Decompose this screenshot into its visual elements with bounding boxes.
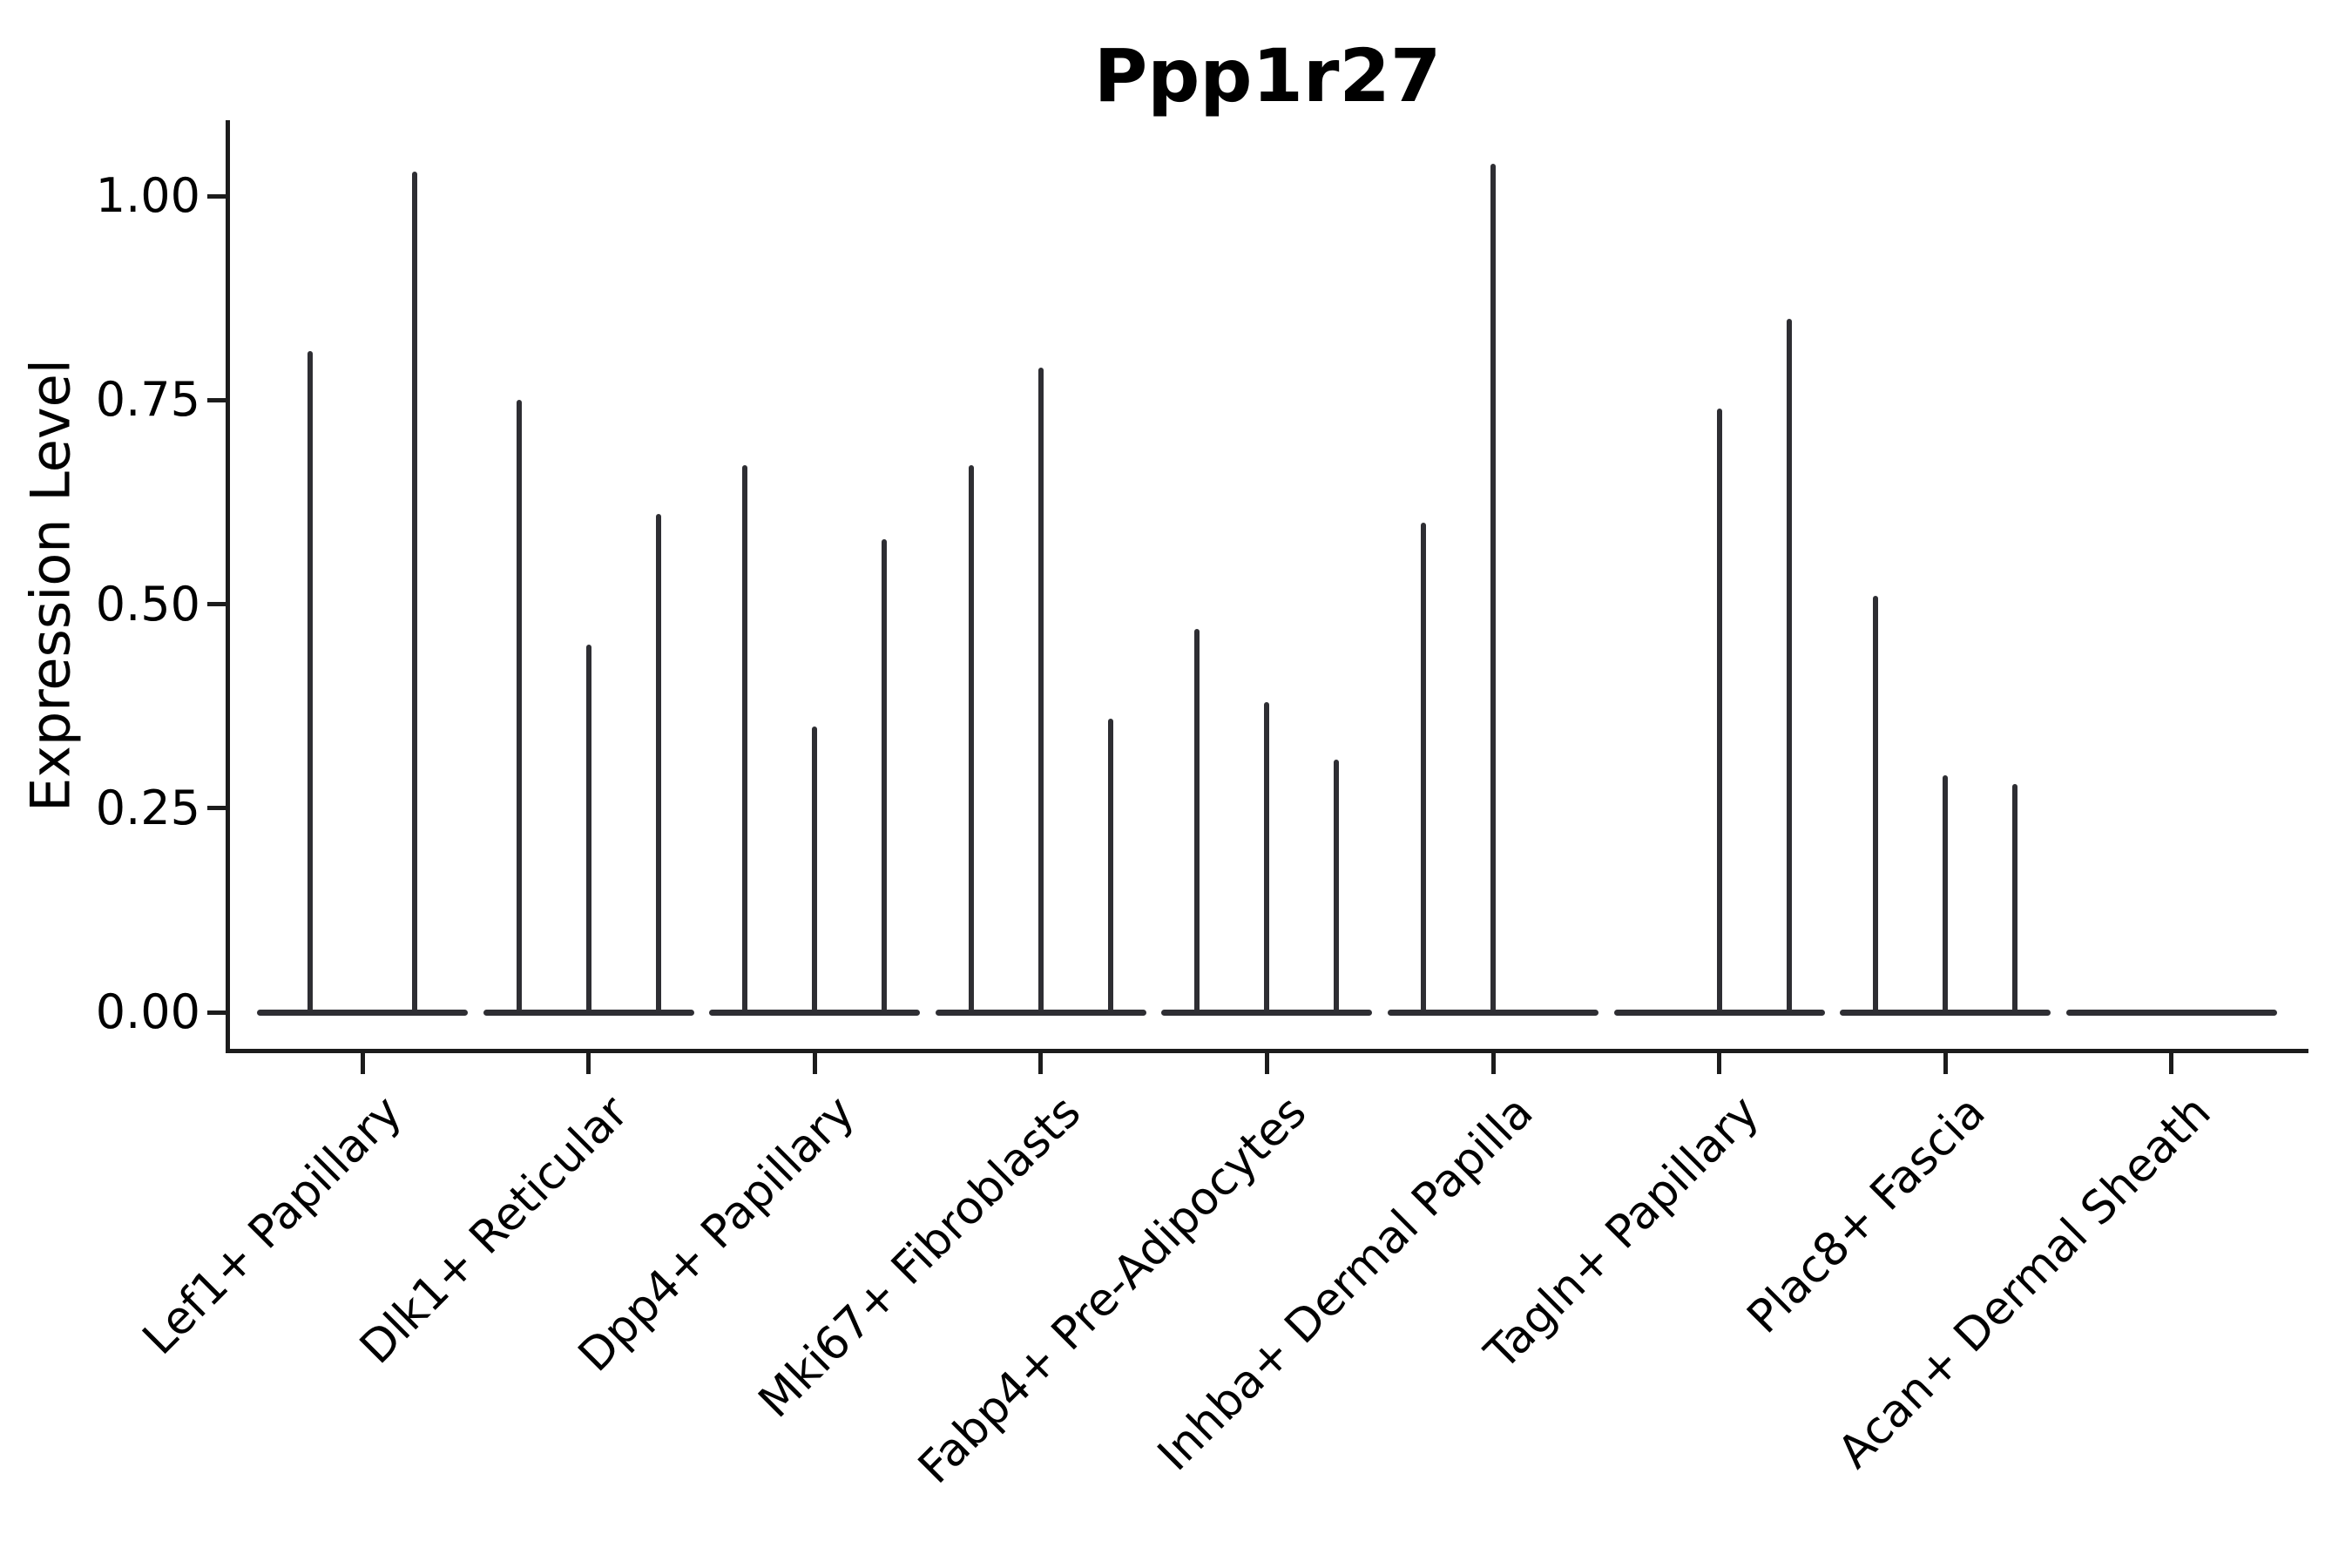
violin-spike xyxy=(1421,522,1426,1015)
violin-spike xyxy=(882,538,888,1015)
x-tick xyxy=(1717,1053,1722,1074)
violin-spike xyxy=(2012,783,2018,1015)
violin-spike xyxy=(655,514,661,1015)
chart-title: Ppp1r27 xyxy=(1093,33,1442,118)
y-tick xyxy=(207,193,226,199)
violin-spike xyxy=(308,351,313,1015)
violin-spike xyxy=(1194,628,1200,1015)
violin-spike xyxy=(812,727,818,1015)
x-tick-label: Fabp4+ Pre-Adipocytes xyxy=(909,1085,1317,1494)
y-tick-label: 0.50 xyxy=(95,576,200,632)
violin-spike xyxy=(1264,701,1270,1015)
violin-spike xyxy=(1107,718,1113,1015)
y-tick-label: 0.25 xyxy=(95,780,200,835)
violin-spike xyxy=(1334,759,1340,1015)
left-spine xyxy=(226,120,230,1053)
x-tick xyxy=(1943,1053,1948,1074)
bottom-spine xyxy=(226,1049,2308,1053)
x-tick xyxy=(360,1053,365,1074)
violin-spike xyxy=(516,400,522,1015)
y-tick xyxy=(207,806,226,811)
x-tick-label: Acan+ Dermal Sheath xyxy=(1828,1085,2221,1479)
violin-spike xyxy=(1786,318,1792,1015)
violin-baseline xyxy=(257,1009,468,1016)
x-tick xyxy=(2169,1053,2174,1074)
violin-spike xyxy=(1716,408,1722,1015)
violin-spike xyxy=(968,465,974,1015)
violin-spike xyxy=(585,645,591,1015)
violin-spike xyxy=(1037,367,1044,1015)
violin-spike xyxy=(412,171,417,1015)
y-tick xyxy=(207,1010,226,1015)
x-tick xyxy=(812,1053,817,1074)
violin-baseline xyxy=(2065,1009,2277,1016)
y-tick-label: 0.00 xyxy=(95,984,200,1039)
x-tick xyxy=(1264,1053,1269,1074)
x-tick xyxy=(1490,1053,1496,1074)
y-tick xyxy=(207,397,226,402)
violin-spike xyxy=(1873,596,1879,1015)
violin-spike xyxy=(742,465,748,1015)
y-tick xyxy=(207,602,226,606)
x-tick-label: Plac8+ Fascia xyxy=(1737,1085,1996,1344)
violin-spike xyxy=(1490,163,1496,1015)
x-tick xyxy=(586,1053,591,1074)
y-tick-label: 0.75 xyxy=(95,372,200,428)
y-tick-label: 1.00 xyxy=(95,168,200,223)
x-tick xyxy=(1038,1053,1044,1074)
violin-spike xyxy=(1943,775,1949,1015)
x-tick-label: Inhba+ Dermal Papilla xyxy=(1147,1085,1544,1482)
